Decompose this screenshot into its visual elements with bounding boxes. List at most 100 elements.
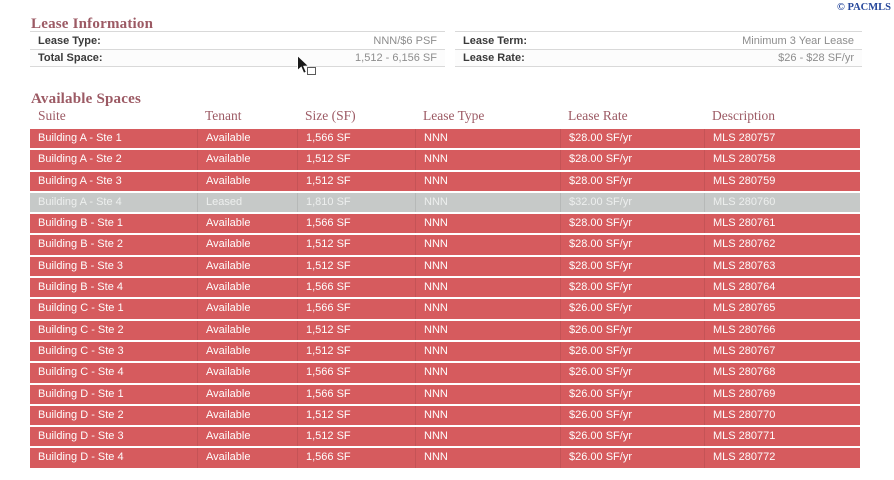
cell-tenant: Available [197,256,297,277]
cell-lease-rate: $26.00 SF/yr [560,363,704,383]
cell-size: 1,566 SF [297,278,415,298]
cell-tenant: Leased [197,192,297,213]
cell-size: 1,512 SF [297,171,415,191]
cell-lease-type: NNN [415,448,560,468]
table-row[interactable]: Building B - Ste 2 Available 1,512 SF NNN $2… [30,235,860,255]
table-header-row: Suite Tenant Size (SF) Lease Type Lease Rate… [30,103,860,129]
column-header-lease-rate: Lease Rate [568,108,628,123]
cell-suite: Building B - Ste 1 [38,217,123,230]
cell-lease-rate: $26.00 SF/yr [560,405,704,426]
lease-info-table-right: Lease Term: Minimum 3 Year Lease Lease R… [455,31,862,67]
info-value: NNN/$6 PSF [373,34,437,47]
cell-suite: Building D - Ste 2 [38,408,124,421]
cell-description: MLS 280762 [704,235,860,255]
cell-suite: Building A - Ste 4 [38,195,122,208]
cell-lease-type: NNN [415,256,560,277]
cell-size: 1,512 SF [297,256,415,277]
table-row[interactable]: Building B - Ste 4 Available 1,566 SF NNN $2… [30,278,860,298]
cell-size: 1,566 SF [297,214,415,234]
cell-lease-rate: $26.00 SF/yr [560,341,704,362]
cell-description: MLS 280758 [704,150,860,170]
table-row[interactable]: Building D - Ste 2 Available 1,512 SF NNN $2… [30,405,860,426]
cell-lease-type: NNN [415,129,560,149]
cell-lease-rate: $32.00 SF/yr [560,192,704,213]
cell-tenant: Available [197,235,297,255]
table-row[interactable]: Building A - Ste 3 Available 1,512 SF NNN $2… [30,171,860,191]
cell-size: 1,566 SF [297,299,415,319]
cell-tenant: Available [197,214,297,234]
cell-lease-type: NNN [415,427,560,447]
info-value: 1,512 - 6,156 SF [355,52,437,64]
cell-suite: Building C - Ste 4 [38,366,124,379]
cell-suite: Building A - Ste 2 [38,153,122,166]
cell-lease-rate: $26.00 SF/yr [560,448,704,468]
cell-suite: Building B - Ste 4 [38,281,123,294]
info-row-lease-type: Lease Type: NNN/$6 PSF [30,31,445,49]
table-row[interactable]: Building A - Ste 1 Available 1,566 SF NNN $2… [30,129,860,149]
cell-tenant: Available [197,363,297,383]
cell-tenant: Available [197,129,297,149]
cell-description: MLS 280760 [704,192,860,213]
cell-lease-rate: $28.00 SF/yr [560,256,704,277]
cell-lease-rate: $26.00 SF/yr [560,299,704,319]
cell-lease-rate: $28.00 SF/yr [560,278,704,298]
available-spaces-title: Available Spaces [31,91,142,108]
info-row-total-space: Total Space: 1,512 - 6,156 SF [30,49,445,67]
cell-lease-rate: $26.00 SF/yr [560,427,704,447]
pacmls-copyright-link[interactable]: © PACMLS [836,2,891,13]
cell-lease-rate: $28.00 SF/yr [560,171,704,191]
table-row[interactable]: Building A - Ste 4 Leased 1,810 SF NNN $32.0… [30,192,860,213]
table-row[interactable]: Building C - Ste 3 Available 1,512 SF NNN $2… [30,341,860,362]
cell-lease-type: NNN [415,171,560,191]
cell-description: MLS 280771 [704,427,860,447]
table-row[interactable]: Building C - Ste 4 Available 1,566 SF NNN $2… [30,363,860,383]
cell-description: MLS 280766 [704,320,860,340]
column-header-tenant: Tenant [205,108,242,123]
cell-description: MLS 280769 [704,384,860,404]
cell-size: 1,566 SF [297,448,415,468]
cell-description: MLS 280761 [704,214,860,234]
table-row[interactable]: Building C - Ste 2 Available 1,512 SF NNN $2… [30,320,860,340]
lease-information-title: Lease Information [31,16,154,33]
cell-description: MLS 280764 [704,278,860,298]
info-label: Lease Rate: [463,52,525,64]
table-row[interactable]: Building A - Ste 2 Available 1,512 SF NNN $2… [30,150,860,170]
table-row[interactable]: Building D - Ste 1 Available 1,566 SF NNN $2… [30,384,860,404]
table-row[interactable]: Building D - Ste 3 Available 1,512 SF NNN $2… [30,427,860,447]
info-value: $26 - $28 SF/yr [778,52,854,64]
table-row[interactable]: Building C - Ste 1 Available 1,566 SF NNN $2… [30,299,860,319]
table-row[interactable]: Building B - Ste 3 Available 1,512 SF NNN $2… [30,256,860,277]
cell-description: MLS 280768 [704,363,860,383]
info-row-lease-rate: Lease Rate: $26 - $28 SF/yr [455,49,862,67]
cell-size: 1,810 SF [297,192,415,213]
cell-description: MLS 280772 [704,448,860,468]
cell-description: MLS 280757 [704,129,860,149]
cell-lease-rate: $28.00 SF/yr [560,214,704,234]
cell-size: 1,512 SF [297,150,415,170]
cell-suite: Building D - Ste 4 [38,451,124,464]
cell-lease-type: NNN [415,299,560,319]
cell-tenant: Available [197,341,297,362]
drag-selection-box [307,67,316,75]
info-value: Minimum 3 Year Lease [742,34,854,47]
cell-lease-type: NNN [415,192,560,213]
cell-size: 1,566 SF [297,129,415,149]
cell-description: MLS 280770 [704,405,860,426]
cell-suite: Building C - Ste 3 [38,344,124,357]
info-label: Lease Type: [38,34,101,47]
cell-tenant: Available [197,405,297,426]
available-spaces-table: Suite Tenant Size (SF) Lease Type Lease Rate… [30,103,860,470]
cell-tenant: Available [197,299,297,319]
table-row[interactable]: Building B - Ste 1 Available 1,566 SF NNN $2… [30,214,860,234]
cell-size: 1,512 SF [297,341,415,362]
cell-suite: Building D - Ste 3 [38,430,124,443]
table-body: Building A - Ste 1 Available 1,566 SF NNN $2… [30,129,860,468]
cell-description: MLS 280759 [704,171,860,191]
cell-suite: Building A - Ste 1 [38,132,122,144]
lease-info-table-left: Lease Type: NNN/$6 PSF Total Space: 1,51… [30,31,445,67]
table-row[interactable]: Building D - Ste 4 Available 1,566 SF NNN $2… [30,448,860,468]
column-header-suite: Suite [38,108,66,123]
cell-size: 1,566 SF [297,384,415,404]
cell-lease-type: NNN [415,320,560,340]
cell-description: MLS 280767 [704,341,860,362]
